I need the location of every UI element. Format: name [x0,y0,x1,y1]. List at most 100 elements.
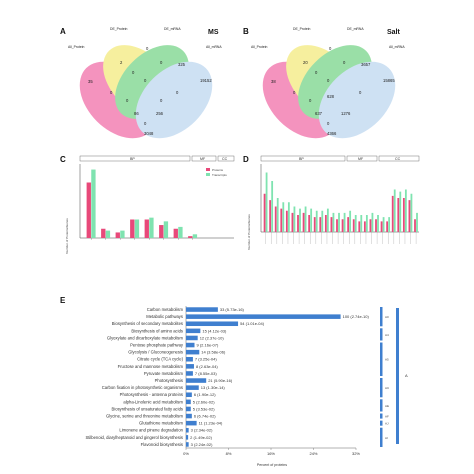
bar-proteins [173,228,178,238]
category-label: Limonene and pinene degradation [119,428,183,433]
venn-a-num: 19152 [200,78,212,83]
bar-proteins [347,217,350,232]
venn-a-num: 0 [160,60,163,65]
value-label: 5 (3.53e-02) [193,406,215,411]
venn-a-num: 0 [146,46,149,51]
category-label: Carbon metabolism [147,307,184,312]
bar-proteins [86,182,91,238]
bar-transcripts [349,210,352,232]
pathway-bar [186,314,341,319]
pathway-bar [186,356,193,362]
bar-transcripts [276,198,279,232]
bar-transcripts [343,212,346,232]
bar-transcripts [120,230,125,238]
value-label: 3 (2.34e-02) [191,428,213,433]
venn-b-num: 1276 [341,111,351,116]
venn-a-num: 0 [110,90,113,95]
panel-letter-a: A [60,27,66,36]
group-label-cc: CC [222,157,228,161]
group-box-mf [346,155,378,162]
venn-a-num: 0 [176,90,179,95]
venn-a-num: 325 [178,62,186,67]
pathway-bar [186,435,189,440]
y-axis-title-d: Number of Proteins/Genes [247,214,251,250]
chart-c: BP MF CC Proteins Transcripts Number of … [65,155,235,254]
category-label: Pentose phosphate pathway [130,342,184,347]
venn-b-num: 3657 [361,62,371,67]
value-label: 15 (4.12e-03) [202,328,227,333]
venn-b-condition: Salt [387,29,401,36]
venn-diagram-a: MS All_Protein DE_Protein DE_mRNA All_mR… [68,27,222,139]
value-label: 2 (1.49e-02) [190,435,212,440]
x-tick-label: 24% [309,451,317,456]
venn-b-num: 0 [359,90,362,95]
group-box-mf [191,155,217,162]
venn-a-label-de-mrna: DE_mRNA [164,27,181,31]
group-box-cc [217,155,235,162]
venn-b-label-all-mrna: All_mRNA [389,45,405,49]
venn-a-num: 0 [132,70,135,75]
bar-transcripts [326,208,329,232]
bar-transcripts [404,189,407,232]
venn-b-num: 628 [327,94,335,99]
subgroup-label: A4 [385,333,389,337]
bar-proteins [375,219,377,232]
category-label: Photosynthesis - antenna proteins [120,392,183,397]
bar-proteins [188,236,193,238]
pathway-bar [186,399,191,405]
x-tick-label: 32% [352,451,360,456]
x-tick-label: 16% [267,451,275,456]
bar-transcripts [338,212,340,232]
bar-proteins [302,212,305,232]
bar-transcripts [134,219,140,238]
bar-transcripts [149,217,154,238]
value-label: 6 (1.90e-12) [194,392,216,397]
pathway-bar [186,364,194,369]
venn-b-num: 4366 [327,131,337,136]
bar-transcripts [332,212,335,232]
bar-transcripts [360,215,363,232]
bar-proteins [274,206,277,232]
pathway-bar [186,371,193,376]
bar-proteins [313,217,316,232]
subgroup-label: AC [385,386,390,390]
venn-diagram-b: Salt All_Protein DE_Protein DE_mRNA All_… [251,27,405,139]
pathway-bar [186,349,200,355]
x-axis-title-e: Percent of proteins [257,463,287,467]
group-label-mf: MF [358,157,364,161]
bar-proteins [101,228,106,238]
pathway-bar [186,420,197,426]
bar-proteins [391,195,394,232]
subgroup-bracket [380,378,383,398]
legend-swatch-transcripts [206,173,210,176]
bar-transcripts [192,234,198,238]
venn-b-num: 0 [343,60,346,65]
value-label: 6 (6.74e-02) [194,413,216,418]
bar-transcripts [399,191,402,232]
venn-a-label-all-protein: All_Protein [68,45,85,49]
group-label-cc: CC [395,157,401,161]
chart-e: Carbon metabolism 33 (5.73e-16) Metabolic … [85,306,408,467]
value-label: 3 (2.24e-02) [191,442,213,447]
value-label: 33 (5.73e-16) [220,307,245,312]
category-label: Citrate cycle (TCA cycle) [137,357,183,362]
category-label: Flavonoid biosynthesis [141,442,183,447]
bar-transcripts [178,226,183,238]
value-label: 7 (8.55e-03) [195,371,217,376]
venn-a-label-de-protein: DE_Protein [110,27,127,31]
subgroup-label: AI [385,436,388,440]
venn-a-num: 256 [156,111,164,116]
pathway-bar [186,307,218,312]
pathway-bar [186,335,198,341]
bar-proteins [297,215,299,232]
pathway-bar [186,378,207,383]
bar-proteins [159,225,164,238]
category-label: Glutathione metabolism [139,421,184,426]
bar-transcripts [321,210,324,232]
value-label: 100 (2.74e-10) [343,314,370,319]
category-label: Metabolic pathways [146,314,183,319]
bar-transcripts [265,172,268,232]
bar-proteins [380,221,383,232]
category-label: Fructose and mannose metabolism [118,364,184,369]
bar-transcripts [293,206,296,232]
